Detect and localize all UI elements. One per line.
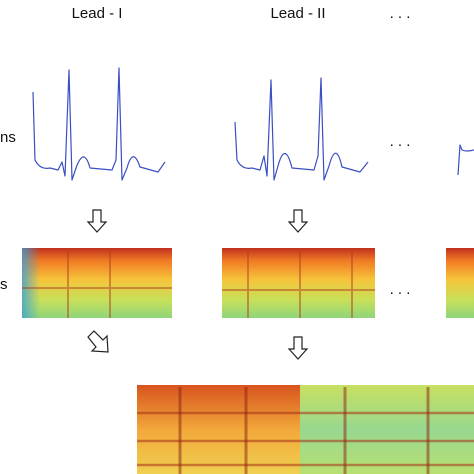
ellipsis: . . . [390, 281, 411, 298]
arrow-down [287, 209, 309, 233]
spectrogram-streaks [137, 411, 474, 467]
arrow-down [86, 209, 108, 233]
spectrogram [446, 248, 474, 318]
ellipsis: . . . [390, 133, 411, 150]
ecg-waveform [457, 144, 474, 176]
arrow-diagonal [87, 330, 109, 353]
ecg-waveform [32, 67, 166, 181]
combined-spectrogram [300, 385, 474, 474]
column-title: Lead - I [72, 5, 123, 22]
spectrogram-overlay [22, 248, 172, 318]
arrow-down [287, 336, 309, 360]
combined-spectrogram [137, 385, 300, 474]
row-label: s [0, 276, 8, 293]
spectrogram-streaks [22, 250, 172, 318]
column-title: Lead - II [270, 5, 325, 22]
spectrogram-streaks [222, 250, 375, 318]
ecg-waveform [234, 77, 369, 181]
row-label: ns [0, 129, 16, 146]
spectrogram-streaks [178, 387, 430, 474]
ellipsis: . . . [390, 5, 411, 22]
